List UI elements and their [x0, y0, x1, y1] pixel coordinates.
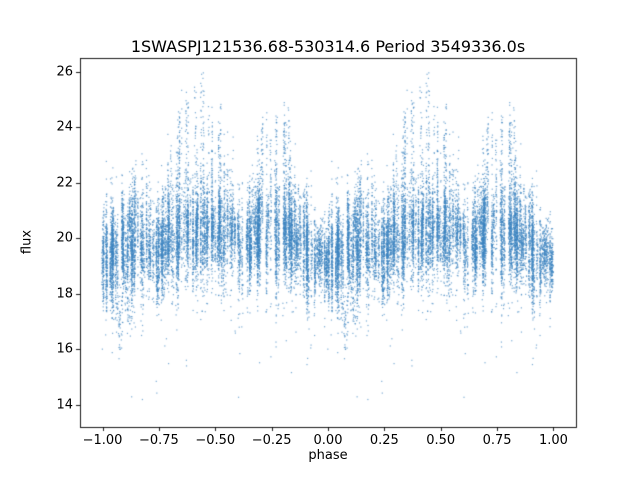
x-tick-label: 0.00: [313, 433, 343, 448]
x-tick-label: 0.25: [369, 433, 399, 448]
x-tick-label: −1.00: [82, 433, 123, 448]
y-tick-label: 26: [56, 64, 73, 80]
x-tick-label: −0.50: [195, 433, 236, 448]
x-tick-label: 0.50: [426, 433, 456, 448]
x-tick-label: −0.75: [138, 433, 179, 448]
y-tick-label: 18: [56, 286, 73, 302]
x-tick-label: 1.00: [538, 433, 568, 448]
y-tick-label: 24: [56, 119, 73, 135]
x-tick-label: 0.75: [482, 433, 512, 448]
y-tick-label: 14: [56, 397, 73, 413]
y-tick-label: 22: [56, 175, 73, 191]
y-tick-label: 20: [56, 230, 73, 246]
y-tick-label: 16: [56, 341, 73, 357]
x-tick-label: −0.25: [251, 433, 292, 448]
chart-title: 1SWASPJ121536.68-530314.6 Period 3549336…: [130, 37, 526, 56]
x-axis-label: phase: [308, 448, 348, 463]
